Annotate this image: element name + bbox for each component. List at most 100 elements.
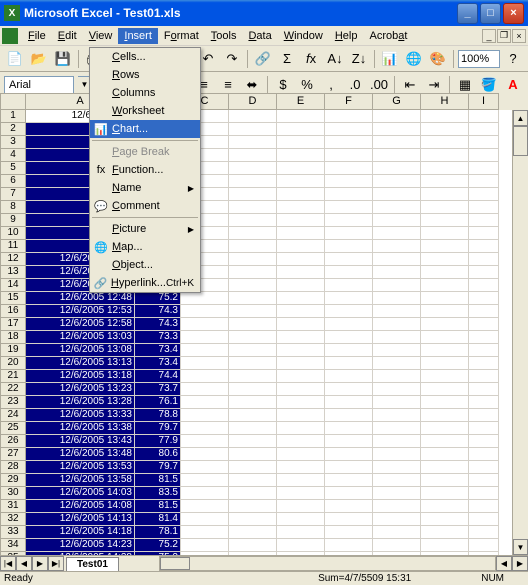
scroll-up-button[interactable]: ▲ — [513, 110, 528, 126]
open-button[interactable]: 📂 — [28, 48, 50, 70]
doc-minimize-button[interactable]: _ — [482, 29, 496, 43]
cell[interactable] — [469, 357, 499, 370]
column-header-D[interactable]: D — [229, 93, 277, 110]
cell[interactable] — [421, 500, 469, 513]
cell[interactable] — [229, 318, 277, 331]
cell[interactable] — [277, 149, 325, 162]
cell[interactable] — [325, 487, 373, 500]
cell[interactable] — [229, 422, 277, 435]
menu-edit[interactable]: Edit — [52, 28, 83, 44]
cell[interactable]: 12/6/2005 13:23 — [26, 383, 135, 396]
cell[interactable] — [325, 409, 373, 422]
cell[interactable] — [373, 513, 421, 526]
row-header[interactable]: 15 — [0, 292, 26, 305]
cell[interactable] — [277, 331, 325, 344]
select-all-corner[interactable] — [0, 93, 26, 110]
cell[interactable] — [469, 409, 499, 422]
cell[interactable] — [181, 487, 229, 500]
menu-help[interactable]: Help — [329, 28, 364, 44]
cell[interactable] — [229, 461, 277, 474]
cell[interactable] — [325, 214, 373, 227]
row-header[interactable]: 14 — [0, 279, 26, 292]
horizontal-scrollbar[interactable] — [159, 556, 496, 571]
cell[interactable] — [277, 396, 325, 409]
scroll-thumb[interactable] — [513, 126, 528, 156]
cell[interactable]: 81.5 — [135, 474, 181, 487]
cell[interactable]: 12/6/2005 14:08 — [26, 500, 135, 513]
cell[interactable] — [277, 474, 325, 487]
cell[interactable] — [373, 136, 421, 149]
cell[interactable] — [421, 149, 469, 162]
column-header-H[interactable]: H — [421, 93, 469, 110]
cell[interactable] — [229, 162, 277, 175]
minimize-button[interactable]: _ — [457, 3, 478, 24]
cell[interactable] — [469, 110, 499, 123]
cell[interactable] — [229, 370, 277, 383]
cell[interactable] — [277, 136, 325, 149]
cell[interactable] — [325, 474, 373, 487]
cell[interactable]: 74.4 — [135, 370, 181, 383]
cell[interactable] — [421, 331, 469, 344]
cell[interactable] — [421, 422, 469, 435]
cell[interactable] — [181, 331, 229, 344]
cell[interactable] — [277, 305, 325, 318]
column-header-G[interactable]: G — [373, 93, 421, 110]
cell[interactable] — [421, 214, 469, 227]
cell[interactable] — [181, 422, 229, 435]
cell[interactable] — [469, 305, 499, 318]
cell[interactable] — [277, 201, 325, 214]
cell[interactable] — [325, 383, 373, 396]
cell[interactable]: 75.2 — [135, 539, 181, 552]
cell[interactable] — [469, 526, 499, 539]
cell[interactable] — [277, 110, 325, 123]
menu-item-cells[interactable]: Cells... — [90, 48, 200, 66]
cell[interactable] — [181, 318, 229, 331]
cell[interactable] — [421, 344, 469, 357]
cell[interactable] — [325, 500, 373, 513]
cell[interactable] — [277, 500, 325, 513]
row-header[interactable]: 5 — [0, 162, 26, 175]
cell[interactable] — [373, 487, 421, 500]
cell[interactable]: 79.7 — [135, 461, 181, 474]
maximize-button[interactable]: □ — [480, 3, 501, 24]
cell[interactable] — [373, 331, 421, 344]
cell[interactable] — [373, 370, 421, 383]
cell[interactable] — [469, 214, 499, 227]
cell[interactable] — [421, 240, 469, 253]
row-header[interactable]: 27 — [0, 448, 26, 461]
cell[interactable] — [373, 266, 421, 279]
cell[interactable]: 12/6/2005 14:18 — [26, 526, 135, 539]
menu-item-rows[interactable]: Rows — [90, 66, 200, 84]
cell[interactable] — [421, 448, 469, 461]
cell[interactable] — [421, 227, 469, 240]
cell[interactable] — [373, 201, 421, 214]
cell[interactable] — [469, 422, 499, 435]
cell[interactable] — [229, 448, 277, 461]
cell[interactable] — [181, 526, 229, 539]
cell[interactable] — [181, 474, 229, 487]
cell[interactable]: 12/6/2005 12:53 — [26, 305, 135, 318]
cell[interactable]: 12/6/2005 13:33 — [26, 409, 135, 422]
cell[interactable] — [469, 318, 499, 331]
cell[interactable] — [181, 292, 229, 305]
cell[interactable] — [229, 253, 277, 266]
cell[interactable]: 78.8 — [135, 409, 181, 422]
cell[interactable] — [229, 383, 277, 396]
cell[interactable]: 74.3 — [135, 318, 181, 331]
row-header[interactable]: 28 — [0, 461, 26, 474]
cell[interactable] — [277, 123, 325, 136]
cell[interactable] — [325, 123, 373, 136]
column-header-E[interactable]: E — [277, 93, 325, 110]
cell[interactable] — [469, 149, 499, 162]
cell[interactable] — [373, 279, 421, 292]
cell[interactable] — [421, 435, 469, 448]
cell[interactable] — [229, 357, 277, 370]
cell[interactable] — [373, 240, 421, 253]
cell[interactable] — [421, 305, 469, 318]
cell[interactable] — [277, 461, 325, 474]
cell[interactable] — [469, 136, 499, 149]
row-header[interactable]: 33 — [0, 526, 26, 539]
cell[interactable]: 12/6/2005 12:58 — [26, 318, 135, 331]
cell[interactable]: 12/6/2005 13:48 — [26, 448, 135, 461]
cell[interactable] — [373, 214, 421, 227]
